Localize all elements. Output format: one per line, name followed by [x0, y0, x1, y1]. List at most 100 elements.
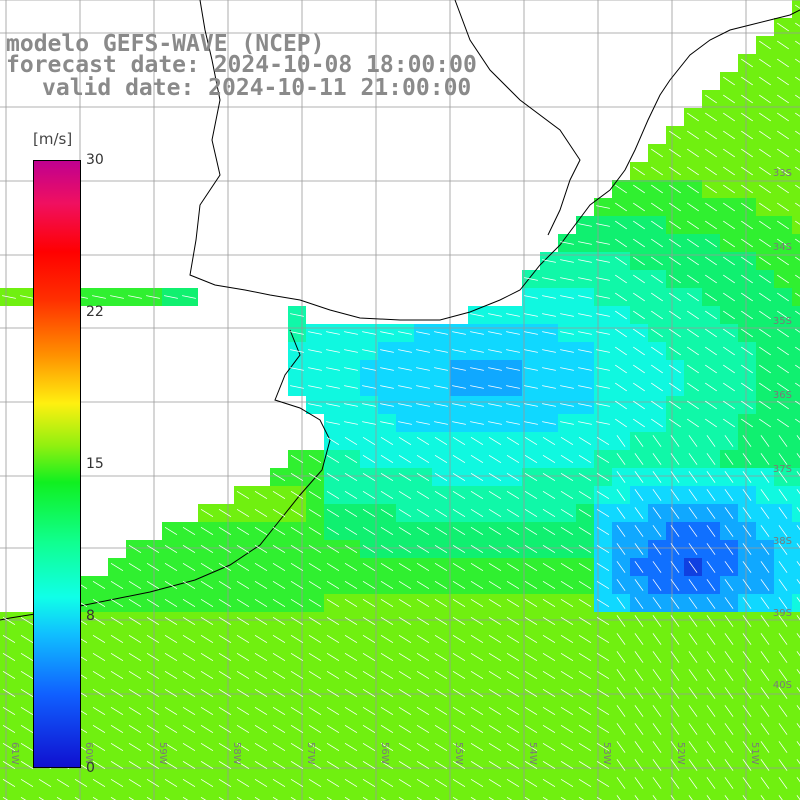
wind-vector-arrow: [616, 651, 626, 663]
wind-vector-arrow: [452, 689, 466, 697]
wind-vector-arrow: [362, 509, 376, 517]
wind-vector-arrow: [218, 509, 232, 517]
wind-vector-arrow: [742, 471, 752, 483]
wind-vector-arrow: [200, 797, 207, 800]
wind-vector-arrow: [92, 725, 106, 733]
wind-vector-arrow: [668, 166, 682, 176]
wind-vector-arrow: [796, 669, 800, 675]
wind-vector-arrow: [650, 274, 664, 284]
wind-vector-arrow: [670, 669, 680, 681]
wind-vector-arrow: [128, 689, 142, 697]
wind-vector-arrow: [434, 653, 448, 661]
wind-vector-arrow: [596, 277, 610, 281]
wind-speed-cell: [396, 792, 414, 800]
wind-vector-arrow: [632, 400, 646, 410]
wind-vector-arrow: [634, 795, 639, 800]
wind-vector-arrow: [652, 507, 662, 519]
wind-vector-arrow: [470, 617, 484, 625]
wind-vector-arrow: [688, 669, 698, 681]
wind-vector-arrow: [326, 421, 340, 425]
wind-vector-arrow: [488, 491, 502, 499]
wind-vector-arrow: [634, 651, 644, 663]
wind-vector-arrow: [742, 543, 752, 555]
wind-vector-arrow: [706, 597, 716, 609]
wind-vector-arrow: [128, 653, 142, 661]
wind-vector-arrow: [344, 491, 358, 499]
wind-vector-arrow: [218, 671, 232, 679]
wind-vector-arrow: [308, 331, 322, 335]
forecast-date-title: forecast date: 2024-10-08 18:00:00: [6, 52, 477, 78]
wind-vector-arrow: [290, 635, 304, 643]
wind-vector-arrow: [398, 403, 412, 407]
wind-vector-arrow: [452, 331, 466, 335]
wind-vector-arrow: [596, 331, 610, 335]
wind-vector-arrow: [488, 563, 502, 571]
wind-vector-arrow: [722, 346, 736, 356]
longitude-label: 56W: [379, 742, 390, 765]
wind-vector-arrow: [308, 797, 315, 800]
wind-vector-arrow: [616, 543, 626, 555]
wind-speed-cell: [792, 270, 800, 288]
wind-speed-cell: [72, 792, 90, 800]
wind-vector-arrow: [164, 295, 178, 299]
wind-vector-arrow: [760, 777, 770, 789]
wind-vector-arrow: [290, 779, 304, 787]
wind-vector-arrow: [776, 346, 790, 356]
wind-vector-arrow: [742, 777, 752, 789]
wind-vector-arrow: [632, 220, 646, 230]
wind-vector-arrow: [416, 743, 430, 751]
wind-vector-arrow: [290, 349, 304, 353]
wind-vector-arrow: [634, 669, 644, 681]
wind-vector-arrow: [380, 367, 394, 371]
wind-vector-arrow: [524, 779, 538, 787]
wind-vector-arrow: [2, 797, 9, 800]
wind-speed-cell: [360, 792, 378, 800]
wind-vector-arrow: [200, 617, 214, 625]
latitude-label: 37S: [773, 464, 792, 475]
wind-vector-arrow: [20, 761, 34, 769]
wind-vector-arrow: [2, 779, 16, 787]
wind-vector-arrow: [742, 759, 752, 771]
wind-vector-arrow: [742, 579, 752, 591]
wind-vector-arrow: [632, 184, 646, 194]
wind-vector-arrow: [776, 274, 790, 284]
wind-vector-arrow: [164, 545, 178, 553]
wind-vector-arrow: [362, 403, 376, 407]
wind-vector-arrow: [308, 689, 322, 697]
wind-vector-arrow: [724, 723, 734, 735]
wind-vector-arrow: [506, 563, 520, 571]
wind-vector-arrow: [722, 220, 736, 230]
wind-vector-arrow: [506, 725, 520, 733]
wind-vector-arrow: [326, 367, 340, 371]
wind-vector-arrow: [416, 671, 430, 679]
wind-vector-arrow: [92, 689, 106, 697]
wind-vector-arrow: [706, 489, 716, 501]
wind-vector-arrow: [506, 653, 520, 661]
wind-vector-arrow: [416, 563, 430, 571]
colorbar-tick: 0: [86, 760, 95, 776]
wind-speed-cell: [792, 702, 800, 720]
wind-vector-arrow: [578, 797, 585, 800]
wind-vector-arrow: [398, 599, 412, 607]
wind-speed-cell: [144, 792, 162, 800]
wind-vector-arrow: [326, 437, 340, 445]
wind-vector-arrow: [596, 421, 610, 425]
wind-vector-arrow: [740, 382, 754, 392]
wind-vector-arrow: [560, 761, 574, 769]
wind-vector-arrow: [560, 509, 574, 517]
wind-vector-arrow: [560, 259, 574, 263]
wind-vector-arrow: [182, 797, 189, 800]
wind-vector-arrow: [254, 689, 268, 697]
wind-vector-arrow: [616, 777, 626, 789]
wind-vector-arrow: [688, 543, 698, 555]
wind-vector-arrow: [524, 635, 538, 643]
wind-vector-arrow: [652, 723, 662, 735]
wind-vector-arrow: [614, 202, 628, 212]
wind-vector-arrow: [560, 689, 574, 697]
wind-vector-arrow: [668, 382, 682, 392]
wind-vector-arrow: [596, 797, 603, 800]
wind-vector-arrow: [632, 238, 646, 248]
wind-vector-arrow: [542, 277, 556, 281]
wind-vector-arrow: [542, 403, 556, 407]
wind-vector-arrow: [650, 310, 664, 320]
